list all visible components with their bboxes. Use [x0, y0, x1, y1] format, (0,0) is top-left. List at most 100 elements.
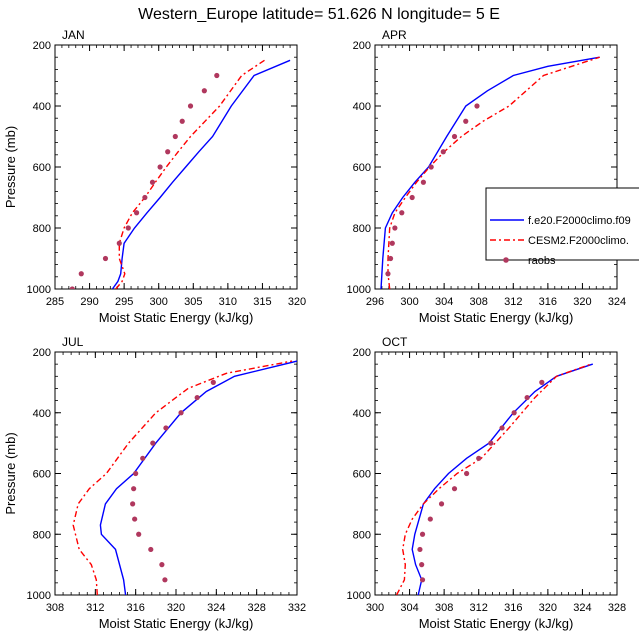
raobs-point	[399, 210, 405, 216]
raobs-point	[140, 455, 146, 461]
raobs-point	[451, 133, 458, 140]
legend-label: CESM2.F2000climo.	[528, 235, 629, 247]
raobs-point	[214, 72, 220, 79]
y-tick-label: 800	[353, 529, 371, 541]
x-tick-label: 324	[207, 602, 225, 614]
y-tick-label: 1000	[27, 590, 51, 602]
plot-area	[395, 363, 594, 595]
x-tick-label: 315	[253, 296, 271, 308]
x-tick-label: 304	[435, 296, 453, 308]
raobs-point	[130, 501, 136, 507]
raobs-point	[172, 133, 178, 140]
raobs-point	[499, 425, 505, 431]
y-tick-label: 1000	[27, 284, 51, 296]
plot-area	[72, 360, 297, 595]
raobs-point	[78, 271, 84, 277]
legend-marker-dot	[503, 257, 509, 263]
panel-jul: JUL 308 312 316 320 324 328 332 200 400 600 800 1000…	[3, 335, 306, 631]
y-tick-label: 200	[353, 347, 371, 359]
panel-apr: APR 296 300 304 308 312 316 320 324 200 400 600 800 1…	[347, 28, 627, 325]
raobs-point	[187, 103, 194, 109]
x-tick-label: 316	[126, 602, 144, 614]
panel-label: JAN	[62, 28, 85, 42]
raobs-point	[451, 486, 458, 492]
x-tick-label: 320	[573, 296, 591, 308]
raobs-point	[102, 255, 109, 262]
raobs-point	[133, 210, 140, 216]
raobs-point	[474, 103, 480, 109]
y-tick-label: 600	[353, 162, 371, 174]
x-tick-label: 316	[539, 296, 557, 308]
panel-label: APR	[382, 28, 407, 42]
raobs-point	[392, 225, 398, 231]
raobs-point	[524, 394, 530, 401]
panels: JAN 285 290 295 300 305 310 315 320 200 400 600 800 1…	[3, 28, 626, 631]
raobs-point	[387, 255, 394, 262]
raobs-point	[511, 410, 517, 416]
raobs-point	[385, 271, 391, 277]
plot-area	[69, 59, 291, 289]
raobs-point	[539, 379, 545, 385]
y-tick-label: 600	[33, 469, 51, 481]
raobs-point	[488, 440, 494, 446]
raobs-point	[210, 379, 216, 385]
y-tick-label: 800	[33, 223, 51, 235]
fe20-line	[111, 59, 291, 289]
x-tick-label: 295	[115, 296, 133, 308]
raobs-point	[419, 562, 425, 568]
raobs-point	[165, 149, 171, 155]
raobs-point	[131, 486, 137, 492]
raobs-point	[428, 164, 434, 170]
y-tick-label: 400	[353, 408, 371, 420]
raobs-point	[419, 577, 426, 583]
raobs-point	[179, 118, 185, 124]
x-tick-label: 290	[80, 296, 98, 308]
plot-frame	[54, 351, 298, 596]
raobs-point	[150, 440, 156, 446]
cesm2-line	[72, 360, 293, 595]
raobs-point	[163, 425, 169, 431]
x-tick-label: 312	[86, 602, 104, 614]
cesm2-line	[395, 363, 592, 595]
panel-label: JUL	[62, 335, 84, 349]
panel-jan: JAN 285 290 295 300 305 310 315 320 200 400 600 800 1…	[3, 28, 306, 325]
legend-label: f.e20.F2000climo.f09	[528, 215, 631, 227]
panel-label: OCT	[382, 335, 408, 349]
x-tick-label: 296	[366, 296, 384, 308]
raobs-point	[438, 501, 445, 507]
x-tick-label: 316	[504, 602, 522, 614]
fe20-line	[380, 56, 600, 289]
x-tick-label: 308	[46, 602, 64, 614]
raobs-point	[440, 149, 446, 155]
raobs-point	[464, 470, 470, 477]
x-tick-label: 305	[184, 296, 202, 308]
y-tick-label: 200	[33, 347, 51, 359]
x-axis-label: Moist Static Energy (kJ/kg)	[99, 310, 254, 325]
fe20-line	[99, 360, 297, 595]
raobs-point	[419, 531, 426, 537]
x-tick-label: 320	[288, 296, 306, 308]
legend-box	[485, 187, 639, 261]
x-tick-label: 300	[150, 296, 168, 308]
raobs-point	[148, 546, 154, 553]
y-tick-label: 1000	[347, 284, 371, 296]
x-tick-label: 328	[608, 602, 626, 614]
raobs-point	[132, 516, 138, 522]
x-tick-label: 304	[400, 602, 418, 614]
raobs-point	[149, 179, 156, 185]
raobs-point	[201, 88, 207, 94]
x-tick-label: 312	[504, 296, 522, 308]
x-tick-label: 320	[167, 602, 185, 614]
raobs-point	[427, 516, 433, 522]
x-tick-label: 320	[539, 602, 557, 614]
raobs-point	[125, 225, 131, 231]
x-tick-label: 328	[247, 602, 265, 614]
raobs-point	[476, 455, 482, 461]
x-axis-label: Moist Static Energy (kJ/kg)	[99, 616, 254, 631]
y-tick-label: 400	[33, 408, 51, 420]
x-tick-label: 332	[288, 602, 306, 614]
raobs-point	[420, 179, 426, 185]
raobs-point	[136, 531, 142, 537]
x-tick-label: 324	[608, 296, 626, 308]
legend-label: raobs	[528, 255, 556, 267]
